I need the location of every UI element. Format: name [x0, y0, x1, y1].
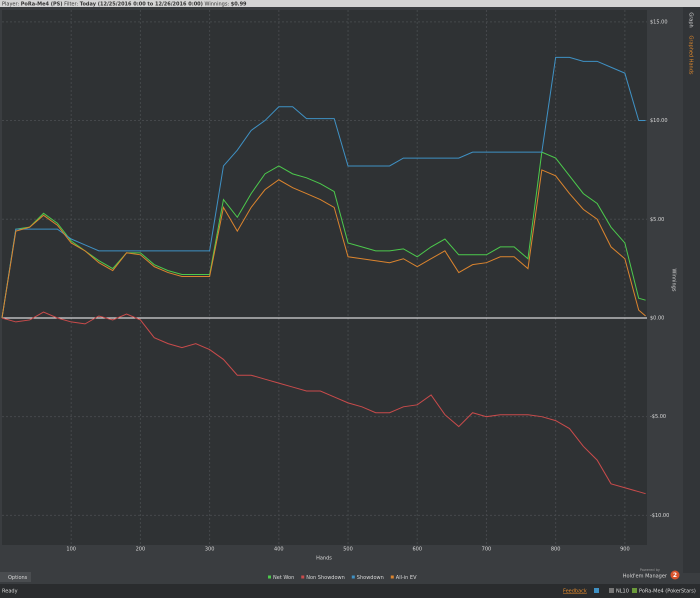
x-tick-label: 200	[136, 547, 146, 553]
legend: Net Won Non Showdown Showdown All-in EV	[268, 575, 417, 581]
stake: NL10	[616, 589, 629, 595]
x-tick-label: 300	[205, 547, 215, 553]
y-axis-label: Winnings	[671, 269, 677, 292]
y-tick-label: $0.00	[650, 315, 664, 321]
sidebar	[683, 7, 700, 573]
player: PoRa-Me4 (PS)	[21, 1, 63, 7]
grid: -$10.00 -$5.00 $0.00 $5.00 $10.00 $15.00 100 20…	[2, 10, 669, 553]
label: Player:	[2, 1, 19, 7]
series	[1, 56, 646, 495]
legend-label: Net Won	[273, 575, 294, 581]
y-tick-label: $15.00	[650, 19, 668, 25]
icon	[594, 588, 599, 593]
winnings: $0.99	[231, 1, 247, 7]
y-tick-label: $5.00	[650, 217, 664, 223]
x-tick-label: 800	[551, 547, 561, 553]
legend-swatch	[301, 575, 305, 579]
feedback-link[interactable]: Feedback	[563, 589, 587, 595]
y-tick-label: $10.00	[650, 118, 668, 124]
legend-swatch	[268, 575, 271, 579]
brand-num: 2	[673, 572, 677, 579]
series-line	[1, 311, 646, 495]
x-tick-label: 900	[620, 547, 630, 553]
legend-swatch	[390, 575, 394, 579]
x-tick-label: 500	[343, 547, 353, 553]
brand: Hold'em Manager	[623, 574, 668, 580]
header-text: Player: PoRa-Me4 (PS) Filter: Today (12/…	[2, 1, 247, 7]
legend-swatch	[351, 575, 355, 579]
legend-label: All-in EV	[396, 575, 417, 581]
x-tick-label: 700	[482, 547, 492, 553]
status-bar	[0, 584, 700, 598]
y-tick-label: -$10.00	[650, 513, 669, 519]
series-line	[1, 169, 646, 319]
icon	[609, 588, 614, 593]
legend-label: Showdown	[357, 575, 384, 581]
y-tick-label: -$5.00	[650, 414, 666, 420]
powered-by: Powered by	[640, 568, 660, 572]
status: Ready	[2, 589, 18, 595]
x-axis-label: Hands	[316, 556, 332, 562]
plot-area	[2, 10, 647, 545]
sidebar-tab[interactable]: Graph	[688, 12, 694, 27]
filter: Today (12/25/2016 0:00 to 12/26/2016 0:0…	[80, 1, 203, 7]
series-line	[1, 151, 646, 319]
x-tick-label: 100	[66, 547, 76, 553]
x-tick-label: 400	[274, 547, 284, 553]
account: PoRa-Me4 (PokerStars)	[639, 589, 696, 595]
series-line	[1, 56, 646, 319]
options-label[interactable]: Options	[8, 575, 28, 581]
legend-label: Non Showdown	[306, 575, 345, 581]
brand-logo	[670, 570, 680, 580]
sidebar-tab[interactable]: Graphed Hands	[688, 36, 694, 75]
label: Filter:	[64, 1, 78, 7]
options-button[interactable]	[0, 572, 31, 582]
icon	[632, 588, 637, 593]
header-bar	[0, 0, 700, 7]
x-tick-label: 600	[412, 547, 422, 553]
label: Winnings:	[205, 1, 230, 7]
